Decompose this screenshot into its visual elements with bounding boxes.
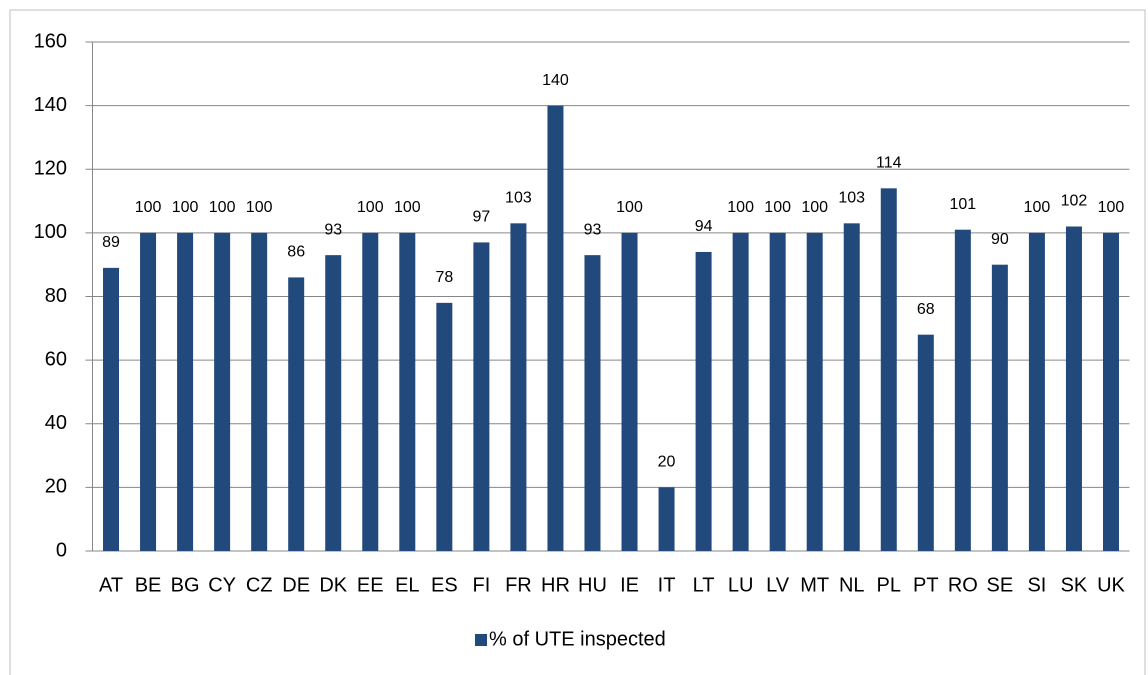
value-label: 93 bbox=[324, 221, 342, 238]
x-tick-label: EL bbox=[395, 574, 419, 596]
bar bbox=[177, 232, 194, 551]
value-label: 100 bbox=[764, 199, 791, 216]
y-tick-label: 60 bbox=[45, 348, 67, 370]
bar bbox=[399, 232, 416, 551]
bar bbox=[880, 188, 897, 551]
value-label: 20 bbox=[658, 454, 676, 471]
x-tick-label: MT bbox=[800, 574, 829, 596]
x-tick-label: CY bbox=[208, 574, 236, 596]
bar bbox=[1028, 232, 1045, 551]
bar bbox=[140, 232, 157, 551]
bar bbox=[1102, 232, 1119, 551]
value-label: 68 bbox=[917, 301, 935, 318]
bar bbox=[732, 232, 749, 551]
value-label: 100 bbox=[1024, 199, 1051, 216]
y-tick-label: 0 bbox=[56, 539, 67, 561]
legend-label: % of UTE inspected bbox=[489, 628, 666, 650]
bar bbox=[251, 232, 268, 551]
x-tick-label: SI bbox=[1027, 574, 1046, 596]
value-label: 93 bbox=[584, 221, 602, 238]
x-tick-label: HU bbox=[578, 574, 607, 596]
chart-border bbox=[9, 9, 1146, 675]
value-label: 94 bbox=[695, 218, 713, 235]
x-tick-label: DK bbox=[319, 574, 347, 596]
bar bbox=[325, 255, 342, 552]
x-tick-label: SK bbox=[1061, 574, 1088, 596]
value-label: 90 bbox=[991, 231, 1009, 248]
x-tick-label: BE bbox=[135, 574, 162, 596]
legend-swatch bbox=[475, 634, 487, 646]
y-tick-label: 100 bbox=[34, 221, 67, 243]
value-label: 100 bbox=[172, 199, 199, 216]
y-tick-label: 20 bbox=[45, 476, 67, 498]
value-label: 86 bbox=[287, 244, 305, 261]
y-tick-label: 80 bbox=[45, 285, 67, 307]
value-label: 103 bbox=[838, 190, 865, 207]
x-tick-label: CZ bbox=[246, 574, 273, 596]
x-tick-label: IT bbox=[658, 574, 676, 596]
bar bbox=[473, 242, 490, 551]
y-tick-label: 140 bbox=[34, 94, 67, 116]
x-tick-label: IE bbox=[620, 574, 639, 596]
bar bbox=[214, 232, 231, 551]
x-tick-label: UK bbox=[1097, 574, 1125, 596]
x-tick-label: AT bbox=[99, 574, 123, 596]
x-tick-label: SE bbox=[987, 574, 1014, 596]
value-label: 100 bbox=[135, 199, 162, 216]
x-tick-label: PT bbox=[913, 574, 939, 596]
bar bbox=[954, 229, 971, 551]
bar bbox=[510, 223, 527, 552]
x-tick-label: ES bbox=[431, 574, 458, 596]
value-label: 100 bbox=[357, 199, 384, 216]
value-label: 100 bbox=[246, 199, 273, 216]
x-tick-label: LV bbox=[766, 574, 790, 596]
value-label: 140 bbox=[542, 72, 569, 89]
x-tick-label: FI bbox=[472, 574, 490, 596]
value-label: 100 bbox=[616, 199, 643, 216]
bar bbox=[806, 232, 823, 551]
value-label: 89 bbox=[102, 234, 120, 251]
x-tick-label: RO bbox=[948, 574, 978, 596]
bar bbox=[547, 105, 564, 551]
value-label: 103 bbox=[505, 190, 532, 207]
bar bbox=[991, 264, 1008, 551]
bar bbox=[584, 255, 601, 552]
value-label: 100 bbox=[727, 199, 754, 216]
bar bbox=[288, 277, 305, 551]
value-label: 114 bbox=[876, 155, 902, 172]
x-tick-label: DE bbox=[282, 574, 310, 596]
bar bbox=[621, 232, 638, 551]
value-label: 102 bbox=[1061, 193, 1088, 210]
x-tick-label: FR bbox=[505, 574, 532, 596]
y-tick-label: 120 bbox=[34, 158, 67, 180]
bar bbox=[917, 334, 934, 551]
x-tick-label: HR bbox=[541, 574, 570, 596]
x-tick-label: BG bbox=[171, 574, 200, 596]
value-label: 100 bbox=[1098, 199, 1125, 216]
bar bbox=[436, 302, 453, 551]
bar bbox=[843, 223, 860, 552]
value-label: 100 bbox=[801, 199, 828, 216]
value-label: 97 bbox=[472, 209, 490, 226]
value-label: 101 bbox=[949, 196, 976, 213]
bar bbox=[362, 232, 379, 551]
y-tick-label: 40 bbox=[45, 412, 67, 434]
x-tick-label: NL bbox=[839, 574, 865, 596]
bar bbox=[103, 267, 120, 551]
bar bbox=[695, 251, 712, 551]
x-tick-label: PL bbox=[877, 574, 901, 596]
bar bbox=[1065, 226, 1082, 551]
x-tick-label: LT bbox=[693, 574, 715, 596]
y-tick-label: 160 bbox=[34, 30, 67, 52]
bar bbox=[769, 232, 786, 551]
x-tick-label: LU bbox=[728, 574, 754, 596]
value-label: 78 bbox=[435, 269, 453, 286]
value-label: 100 bbox=[209, 199, 236, 216]
bar bbox=[658, 487, 675, 551]
x-tick-label: EE bbox=[357, 574, 384, 596]
value-label: 100 bbox=[394, 199, 421, 216]
